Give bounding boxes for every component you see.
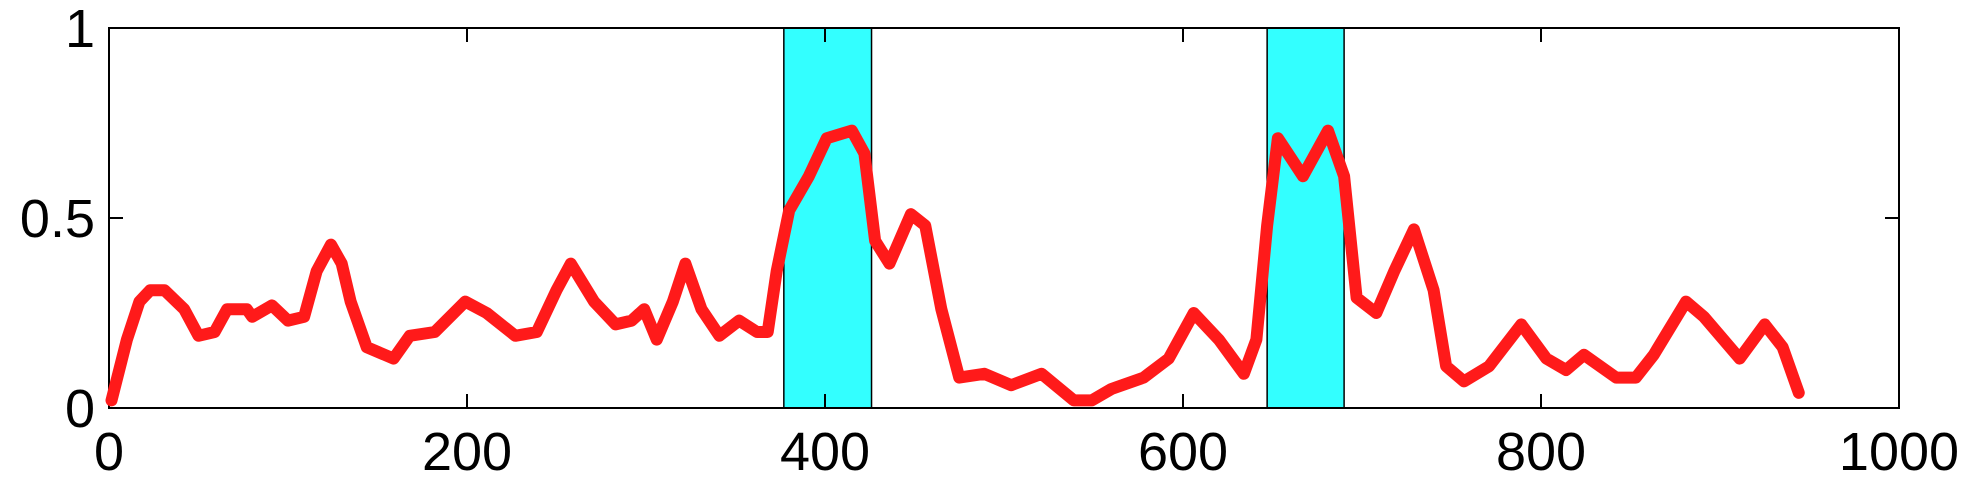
x-tick-label: 400 xyxy=(780,422,870,482)
x-tick-label: 1000 xyxy=(1839,422,1959,482)
y-tick-label: 1 xyxy=(65,0,95,59)
y-tick-label: 0.5 xyxy=(20,189,95,249)
highlight-region xyxy=(1266,27,1345,409)
x-tick-label: 0 xyxy=(94,422,124,482)
x-tick-label: 200 xyxy=(422,422,512,482)
highlight-region xyxy=(783,27,873,409)
y-tick-label: 0 xyxy=(65,379,95,439)
data-line xyxy=(105,124,1805,407)
x-tick-label: 800 xyxy=(1496,422,1586,482)
x-tick-label: 600 xyxy=(1138,422,1228,482)
